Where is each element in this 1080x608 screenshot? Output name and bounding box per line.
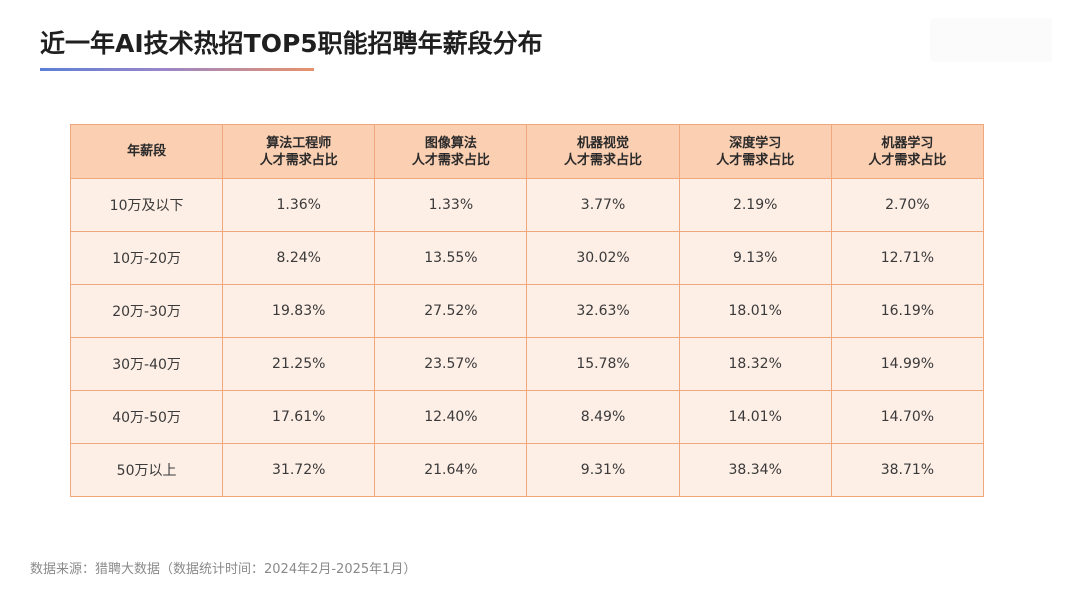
table-row: 10万-20万 8.24% 13.55% 30.02% 9.13% 12.71% [69, 231, 985, 285]
salary-range-cell: 50万以上 [69, 443, 224, 497]
table-cell: 1.33% [374, 178, 528, 232]
table-cell: 12.40% [374, 390, 528, 444]
table-cell: 8.24% [222, 231, 376, 285]
table-row: 10万及以下 1.36% 1.33% 3.77% 2.19% 2.70% [69, 178, 985, 232]
table-cell: 21.25% [222, 337, 376, 391]
data-source-note: 数据来源：猎聘大数据（数据统计时间：2024年2月-2025年1月） [30, 562, 417, 577]
table-row: 30万-40万 21.25% 23.57% 15.78% 18.32% 14.9… [69, 337, 985, 391]
header-label: 图像算法 [424, 135, 477, 151]
table-cell: 9.13% [678, 231, 832, 285]
header-machine-vision: 机器视觉 人才需求占比 [526, 124, 680, 179]
table-cell: 2.19% [678, 178, 832, 232]
title-underline [40, 68, 314, 71]
table-cell: 3.77% [526, 178, 680, 232]
table-row: 20万-30万 19.83% 27.52% 32.63% 18.01% 16.1… [69, 284, 985, 338]
table-row: 40万-50万 17.61% 12.40% 8.49% 14.01% 14.70… [69, 390, 985, 444]
table-cell: 15.78% [526, 337, 680, 391]
header-image-algorithm: 图像算法 人才需求占比 [374, 124, 528, 179]
corner-watermark [930, 18, 1052, 62]
table-cell: 2.70% [830, 178, 985, 232]
table-cell: 17.61% [222, 390, 376, 444]
salary-range-cell: 20万-30万 [69, 284, 224, 338]
salary-distribution-table: 年薪段 算法工程师 人才需求占比 图像算法 人才需求占比 机器视觉 人才需求占比… [69, 124, 985, 497]
header-sublabel: 人才需求占比 [411, 152, 490, 168]
table-cell: 32.63% [526, 284, 680, 338]
salary-range-cell: 30万-40万 [69, 337, 224, 391]
header-label: 机器视觉 [577, 135, 630, 151]
table-cell: 30.02% [526, 231, 680, 285]
table-cell: 31.72% [222, 443, 376, 497]
table-cell: 38.34% [678, 443, 832, 497]
table-cell: 9.31% [526, 443, 680, 497]
table-cell: 14.70% [830, 390, 985, 444]
header-label: 算法工程师 [266, 135, 332, 151]
header-salary-range: 年薪段 [69, 124, 224, 179]
table-cell: 8.49% [526, 390, 680, 444]
table-cell: 23.57% [374, 337, 528, 391]
header-deep-learning: 深度学习 人才需求占比 [678, 124, 832, 179]
header-sublabel: 人才需求占比 [868, 152, 947, 168]
salary-range-cell: 10万及以下 [69, 178, 224, 232]
table-cell: 38.71% [830, 443, 985, 497]
table-cell: 18.32% [678, 337, 832, 391]
table-header-row: 年薪段 算法工程师 人才需求占比 图像算法 人才需求占比 机器视觉 人才需求占比… [69, 124, 985, 179]
table-cell: 21.64% [374, 443, 528, 497]
header-sublabel: 人才需求占比 [259, 152, 338, 168]
table-cell: 14.01% [678, 390, 832, 444]
table-cell: 19.83% [222, 284, 376, 338]
header-label: 机器学习 [881, 135, 934, 151]
header-sublabel: 人才需求占比 [716, 152, 795, 168]
table-cell: 18.01% [678, 284, 832, 338]
header-label: 年薪段 [127, 144, 167, 159]
header-algorithm-engineer: 算法工程师 人才需求占比 [222, 124, 376, 179]
table-cell: 1.36% [222, 178, 376, 232]
salary-range-cell: 10万-20万 [69, 231, 224, 285]
header-label: 深度学习 [729, 135, 782, 151]
salary-range-cell: 40万-50万 [69, 390, 224, 444]
page-title: 近一年AI技术热招TOP5职能招聘年薪段分布 [40, 29, 543, 58]
table-cell: 14.99% [830, 337, 985, 391]
table-cell: 13.55% [374, 231, 528, 285]
header-machine-learning: 机器学习 人才需求占比 [830, 124, 985, 179]
table-cell: 16.19% [830, 284, 985, 338]
header-sublabel: 人才需求占比 [564, 152, 643, 168]
table-row: 50万以上 31.72% 21.64% 9.31% 38.34% 38.71% [69, 443, 985, 497]
table-cell: 27.52% [374, 284, 528, 338]
table-cell: 12.71% [830, 231, 985, 285]
